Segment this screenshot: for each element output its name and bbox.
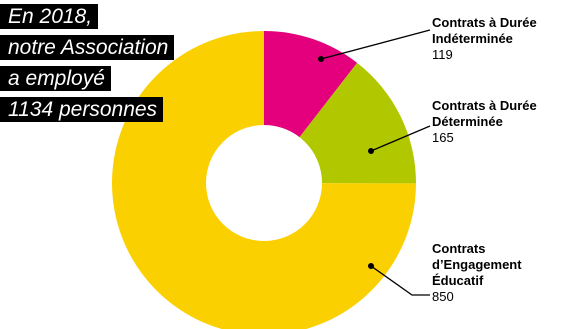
slice-label-name: Contrats (432, 241, 486, 256)
slice-value-label: 165 (432, 130, 454, 145)
slice-label-cdd: Contrats à Durée Déterminée 165 (432, 98, 537, 146)
slice-label-name: Contrats à Durée (432, 98, 537, 113)
headline-line: 1134 personnes (0, 97, 164, 122)
slice-label-name: Déterminée (432, 114, 503, 129)
headline-line: En 2018, (0, 4, 99, 29)
slice-value-label: 850 (432, 289, 454, 304)
headline-line: a employé (0, 66, 111, 91)
slice-label-name: Contrats à Durée (432, 15, 537, 30)
headline-line: notre Association (0, 35, 175, 60)
slice-label-cee: Contrats d’Engagement Éducatif 850 (432, 241, 522, 305)
slice-cee (112, 31, 416, 329)
leader-line-cdd (370, 125, 431, 152)
slice-label-name: Éducatif (432, 273, 484, 288)
leader-line-cdi (320, 29, 431, 60)
leader-dot (318, 56, 324, 62)
headline: En 2018, notre Association a employé 113… (0, 4, 175, 128)
slice-label-cdi: Contrats à Durée Indéterminée 119 (432, 15, 537, 63)
slice-label-name: Indéterminée (432, 31, 513, 46)
leader-dot (368, 148, 374, 154)
slice-label-name: d’Engagement (432, 257, 522, 272)
slice-value-label: 119 (432, 47, 453, 62)
donut-hole (206, 125, 322, 241)
leader-line-cee (370, 265, 430, 296)
leader-dot (368, 263, 374, 269)
leader-lines (318, 29, 431, 296)
